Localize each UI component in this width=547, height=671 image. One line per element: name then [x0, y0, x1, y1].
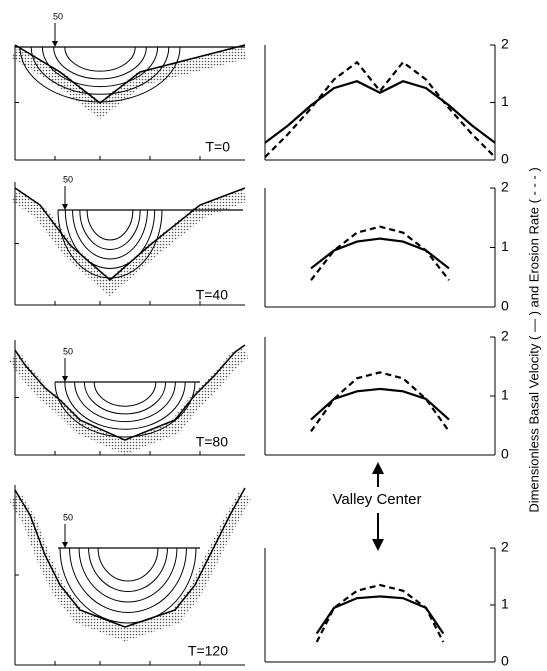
velocity-contour [86, 209, 134, 241]
bed [14, 487, 246, 628]
velocity-contour [64, 46, 136, 72]
erosion-line [310, 225, 450, 281]
velocity-contour [97, 547, 159, 582]
y-tick-label: 2 [501, 328, 509, 344]
velocity-contour [30, 46, 170, 95]
velocity-line [264, 80, 496, 144]
erosion-line [310, 371, 450, 433]
velocity-contour [54, 381, 196, 438]
velocity-contour [69, 547, 187, 613]
y-tick-label: 0 [501, 151, 509, 167]
y-tick-label: 0 [501, 446, 509, 462]
velocity-contour [72, 209, 148, 260]
velocity-contour [53, 46, 147, 80]
velocity-line [315, 595, 445, 635]
velocity-contour [41, 46, 159, 88]
y-tick-label: 1 [501, 596, 509, 612]
y-axis-title: Dimensionless Basal Velocity ( — ) and E… [526, 167, 541, 512]
bed-stipple [9, 346, 250, 455]
y-tick-label: 2 [501, 179, 509, 195]
y-tick-label: 1 [501, 238, 509, 254]
bed [14, 187, 246, 281]
contour-label: 50 [63, 346, 73, 356]
contour-label: 50 [63, 512, 73, 522]
velocity-line [310, 387, 450, 421]
time-label: T=0 [205, 139, 230, 155]
bed-stipple [8, 491, 252, 642]
velocity-contour [79, 209, 141, 250]
contour-label: 50 [63, 174, 73, 184]
bed [14, 44, 246, 104]
velocity-contour [57, 209, 163, 279]
y-tick-label: 0 [501, 653, 509, 669]
contour-label: 50 [53, 11, 63, 21]
velocity-contour [88, 547, 168, 592]
annotation: Valley Center [333, 491, 422, 508]
bed [14, 344, 246, 441]
bed-stipple [11, 45, 247, 119]
erosion-line [264, 60, 496, 158]
velocity-contour [64, 381, 186, 430]
velocity-contour [64, 209, 156, 269]
y-tick-label: 2 [501, 539, 509, 555]
time-label: T=40 [196, 287, 229, 303]
velocity-contour [93, 381, 157, 407]
annotation-bg [318, 488, 436, 512]
time-label: T=80 [196, 434, 229, 450]
y-tick-label: 1 [501, 387, 509, 403]
erosion-line [315, 583, 445, 643]
bed-stipple [11, 188, 248, 297]
velocity-contour [78, 547, 178, 603]
velocity-contour [74, 381, 176, 423]
velocity-contour [19, 46, 181, 103]
y-tick-label: 2 [501, 36, 509, 52]
velocity-contour [83, 381, 167, 415]
velocity-contour [59, 547, 197, 624]
time-label: T=120 [188, 643, 228, 659]
y-tick-label: 1 [501, 93, 509, 109]
y-tick-label: 0 [501, 298, 509, 314]
